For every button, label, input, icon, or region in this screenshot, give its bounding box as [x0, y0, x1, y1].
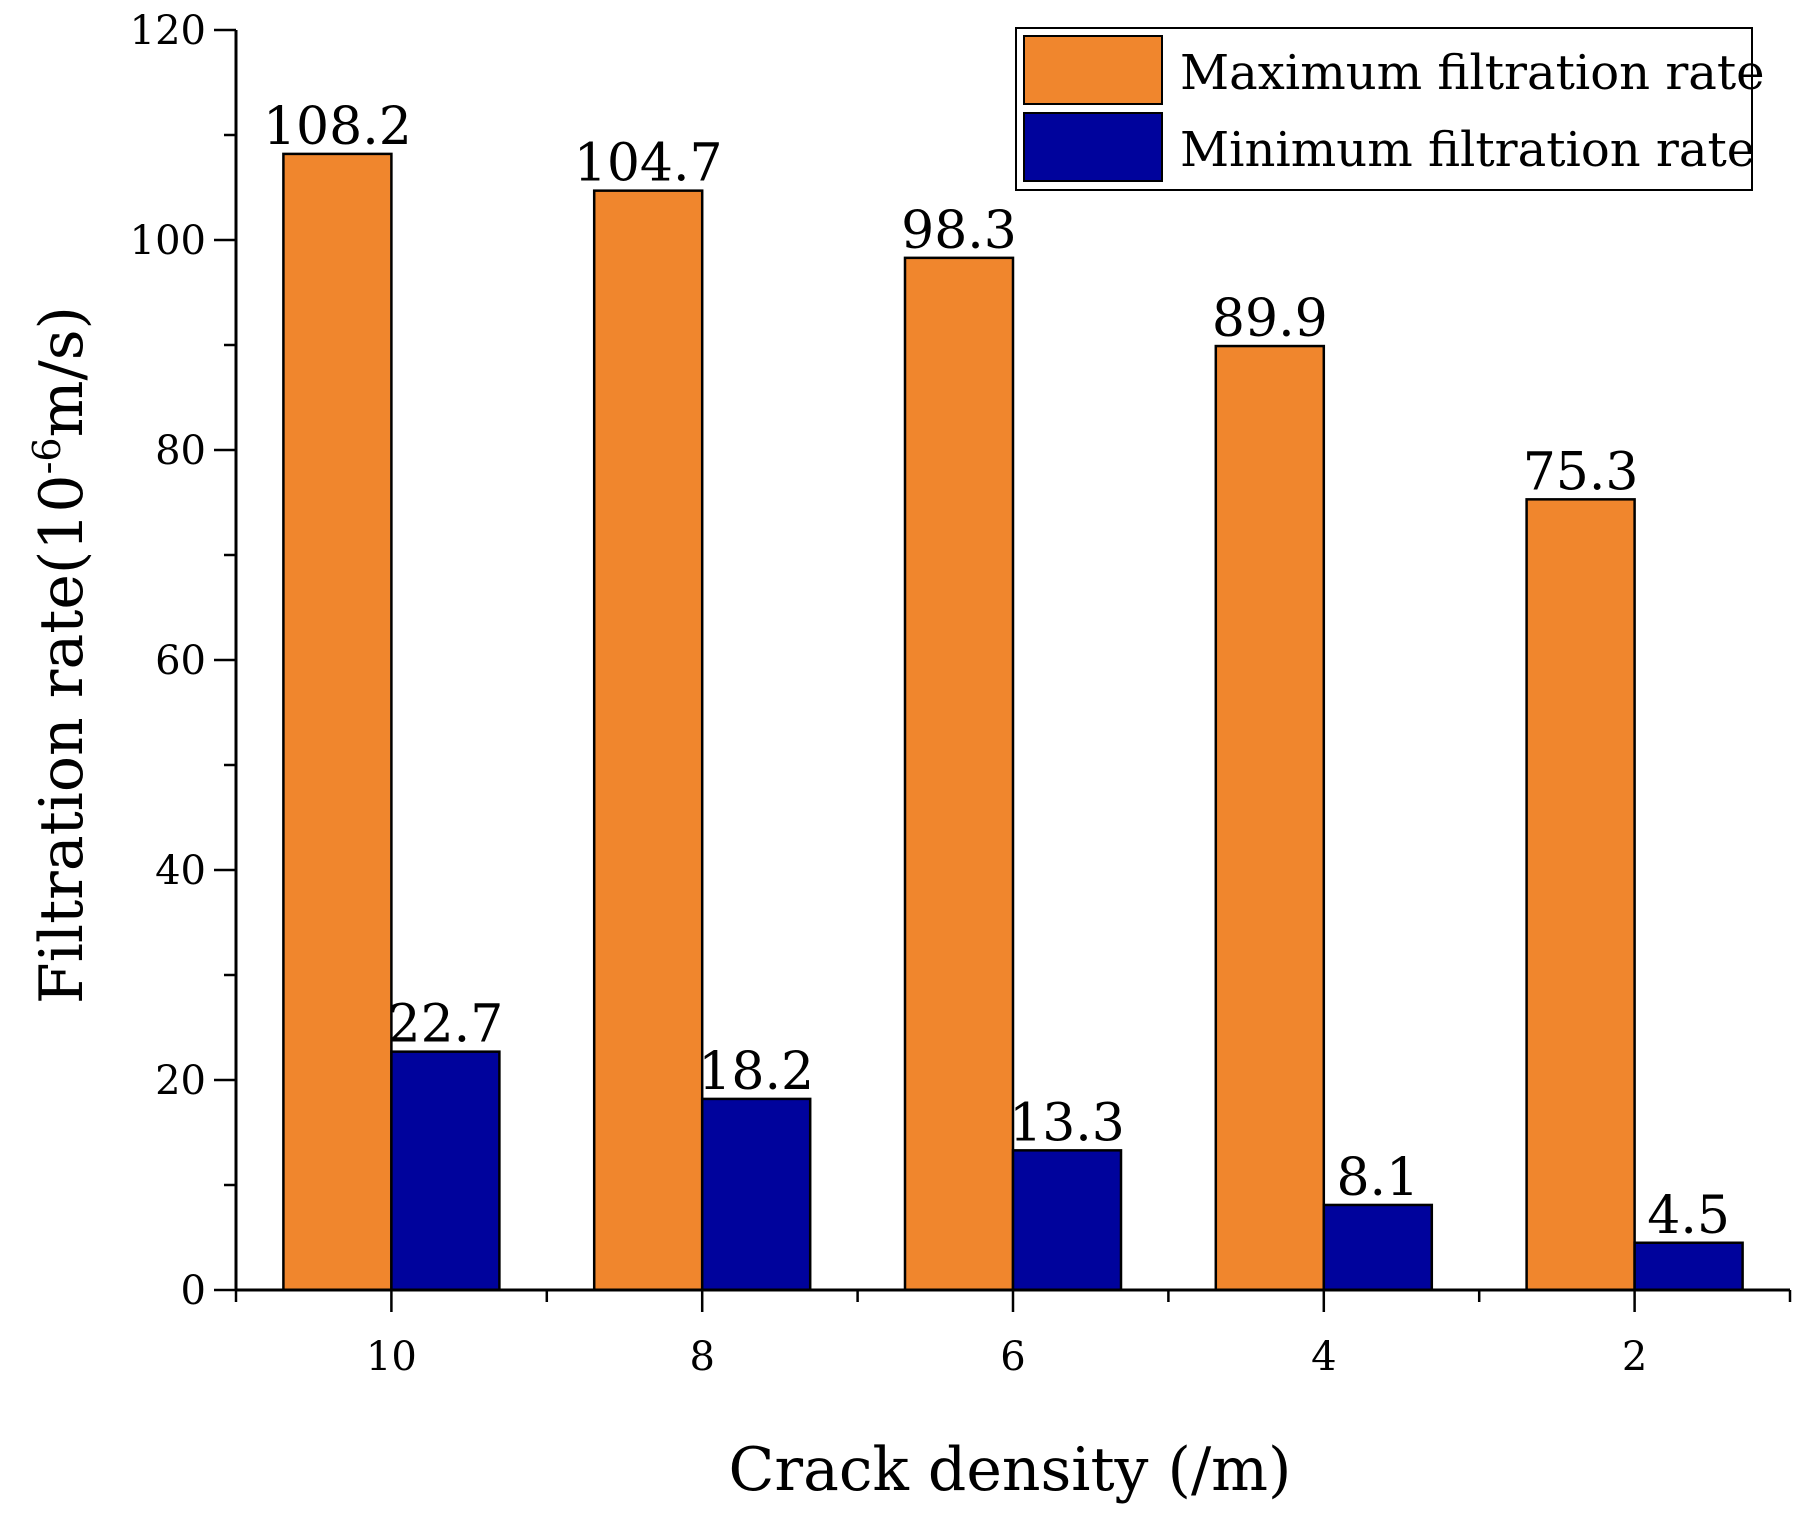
bar-maximum-8	[592, 189, 704, 1292]
data-label-maximum-2: 75.3	[1523, 442, 1639, 502]
legend-label-maximum: Maximum filtration rate	[1180, 45, 1765, 101]
x-tick-label-10: 10	[366, 1334, 417, 1380]
y-tick-label: 100	[130, 218, 206, 264]
y-tick-label: 60	[155, 638, 206, 684]
data-label-minimum-4: 8.1	[1336, 1148, 1419, 1208]
bar-maximum-6	[903, 256, 1015, 1292]
x-axis-title: Crack density (/m)	[729, 1435, 1292, 1505]
bar-maximum-2	[1525, 498, 1636, 1292]
bar-minimum-6	[1011, 1149, 1123, 1292]
y-axis-title-main: Filtration rate(10	[27, 474, 97, 1004]
y-tick-label: 40	[155, 848, 206, 894]
bar-minimum-10	[390, 1050, 501, 1292]
legend-swatch-minimum	[1023, 112, 1163, 182]
data-label-maximum-10: 108.2	[263, 97, 412, 157]
y-tick-label: 120	[130, 8, 206, 54]
y-tick-label: 80	[155, 428, 206, 474]
legend-swatch-maximum	[1023, 35, 1163, 105]
legend-label-minimum: Minimum filtration rate	[1180, 122, 1755, 178]
x-tick-label-6: 6	[1000, 1334, 1025, 1380]
y-axis-title: Filtration rate(10-6m/s)	[25, 306, 97, 1004]
y-axis-title-superscript: -6	[25, 437, 69, 474]
data-label-minimum-6: 13.3	[1009, 1093, 1125, 1153]
axes-layer: 0 20 40 60 80 100 120 10 8 6 4 2	[130, 8, 1792, 1380]
y-tick-label: 20	[155, 1058, 206, 1104]
bars-layer	[282, 152, 1744, 1292]
data-label-maximum-8: 104.7	[574, 134, 723, 194]
x-tick-label-8: 8	[689, 1334, 714, 1380]
data-label-minimum-8: 18.2	[698, 1042, 814, 1102]
bar-minimum-8	[700, 1097, 812, 1292]
bar-minimum-2	[1633, 1241, 1744, 1292]
bar-minimum-4	[1322, 1203, 1434, 1292]
data-label-minimum-10: 22.7	[388, 995, 504, 1055]
x-tick-label-2: 2	[1622, 1334, 1647, 1380]
bar-maximum-10	[282, 152, 393, 1292]
data-label-maximum-4: 89.9	[1212, 289, 1328, 349]
data-labels-layer: 108.2 22.7 104.7 18.2 98.3 13.3 89.9 8.1 75.3 4.5	[263, 97, 1730, 1246]
legend: Maximum filtration rate Minimum filtrati…	[1015, 27, 1765, 191]
x-tick-label-4: 4	[1311, 1334, 1336, 1380]
data-label-minimum-2: 4.5	[1647, 1186, 1730, 1246]
data-label-maximum-6: 98.3	[901, 201, 1017, 261]
bar-maximum-4	[1214, 344, 1326, 1292]
y-axis-title-unit: m/s)	[27, 306, 97, 437]
y-tick-label: 0	[181, 1268, 206, 1314]
